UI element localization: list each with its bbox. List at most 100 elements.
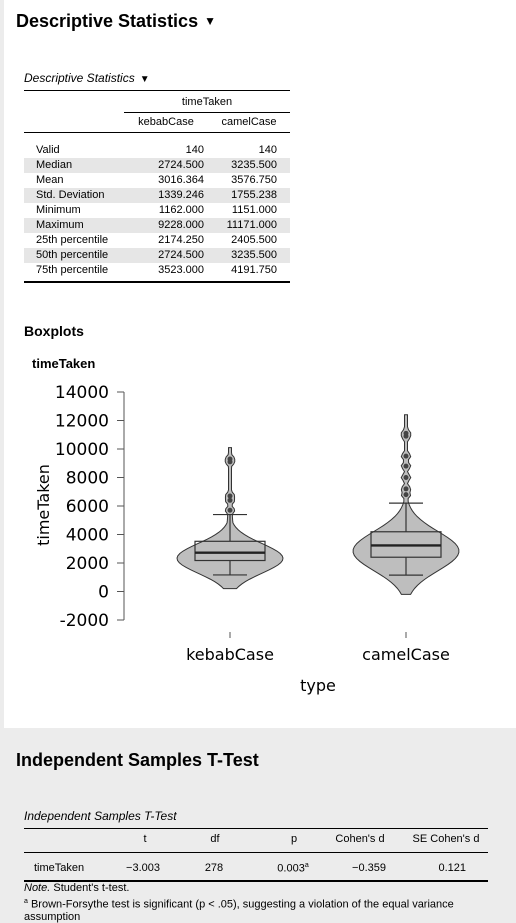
descriptives-title: Descriptive Statistics (16, 11, 199, 31)
table-row: 75th percentile 3523.000 4191.750 (24, 263, 290, 278)
ttest-col-cohens-d: Cohen's d (335, 833, 385, 845)
y-tick-label: 12000 (55, 412, 109, 432)
ttest-se-value: 0.121 (438, 862, 466, 874)
cell-value: 11171.000 (218, 218, 290, 233)
ttest-d-value: −0.359 (352, 862, 386, 874)
ttest-col-t: t (143, 833, 147, 845)
ttest-t-value: −3.003 (126, 862, 160, 874)
outlier-point (227, 493, 233, 499)
cell-value: 4191.750 (231, 264, 277, 276)
cell-value: 1151.000 (231, 204, 277, 216)
y-tick-label: 2000 (66, 554, 109, 574)
dropdown-triangle-icon[interactable]: ▼ (139, 74, 150, 85)
results-panel (4, 0, 516, 728)
footnote-marker: a (24, 898, 28, 905)
violin-group-camelCase (352, 414, 460, 595)
y-tick-label: 6000 (66, 497, 109, 517)
ttest-p-value: 0.003a (262, 862, 324, 875)
outlier-point (227, 456, 233, 462)
descriptives-heading[interactable]: Descriptive Statistics ▼ (16, 11, 216, 32)
plot-title: timeTaken (32, 356, 96, 371)
descriptives-table: Valid 140 140 Median 2724.500 3235.500 Mean 301… (24, 143, 290, 278)
outlier-point (403, 463, 409, 469)
row-label: Minimum (36, 204, 81, 216)
dropdown-triangle-icon[interactable]: ▼ (204, 14, 216, 28)
y-tick-label: 8000 (66, 469, 109, 489)
violin-group-kebabCase (176, 447, 284, 590)
table-row: Maximum 9228.000 11171.000 (24, 218, 290, 233)
row-label: Median (24, 158, 124, 173)
y-axis-label: timeTaken (34, 464, 53, 546)
ttest-footnote: a Brown-Forsythe test is significant (p … (24, 896, 494, 923)
cell-value: 2174.250 (158, 234, 204, 246)
ttest-col-se-cohens-d: SE Cohen's d (412, 833, 480, 845)
cell-value: 3235.500 (218, 158, 290, 173)
header-rule (24, 132, 290, 133)
ttest-header-row: t df p Cohen's d SE Cohen's d (24, 833, 488, 849)
ttest-col-df: df (210, 833, 220, 845)
cell-value: 2724.500 (124, 158, 218, 173)
cell-value: 3016.364 (158, 174, 204, 186)
row-label: Maximum (24, 218, 124, 233)
cell-value: 1339.246 (124, 188, 218, 203)
descriptives-table-caption[interactable]: Descriptive Statistics ▼ (24, 71, 150, 85)
table-bottom-rule (24, 281, 290, 283)
cell-value: 2724.500 (124, 248, 218, 263)
cell-value: 140 (185, 144, 204, 156)
ttest-data-row: timeTaken −3.003 278 0.003a −0.359 0.121 (24, 862, 488, 878)
column-header-kebab: kebabCase (138, 116, 194, 128)
outlier-point (227, 507, 233, 513)
y-tick-label: 10000 (55, 440, 109, 460)
row-label: Valid (36, 144, 60, 156)
ttest-note: Note. Student's t-test. (24, 882, 494, 894)
x-tick-label: camelCase (362, 645, 450, 664)
outlier-point (403, 486, 409, 492)
table-row: Mean 3016.364 3576.750 (24, 173, 290, 188)
cell-value: 140 (258, 144, 277, 156)
outlier-point (227, 497, 233, 503)
table-row: 50th percentile 2724.500 3235.500 (24, 248, 290, 263)
descriptives-caption-text: Descriptive Statistics (24, 71, 135, 85)
row-label: Std. Deviation (24, 188, 124, 203)
table-row: Valid 140 140 (24, 143, 290, 158)
table-top-rule (24, 90, 290, 91)
ttest-table-caption[interactable]: Independent Samples T-Test (24, 809, 177, 823)
group-header-rule (124, 112, 290, 113)
x-axis-label: type (300, 676, 336, 695)
table-row: Minimum 1162.000 1151.000 (24, 203, 290, 218)
cell-value: 3235.500 (218, 248, 290, 263)
cell-value: 9228.000 (124, 218, 218, 233)
x-axis: kebabCase camelCase (186, 632, 450, 664)
footnote-text: Brown-Forsythe test is significant (p < … (24, 898, 454, 923)
outlier-point (403, 492, 409, 498)
note-text: Student's t-test. (50, 882, 130, 894)
x-tick-label: kebabCase (186, 645, 274, 664)
y-tick-label: 4000 (66, 526, 109, 546)
y-tick-label: 0 (98, 583, 109, 603)
row-label: Mean (36, 174, 64, 186)
cell-value: 3523.000 (158, 264, 204, 276)
table-row: Std. Deviation 1339.246 1755.238 (24, 188, 290, 203)
ttest-bottom-rule (24, 880, 488, 882)
ttest-top-rule (24, 828, 488, 829)
table-row: Median 2724.500 3235.500 (24, 158, 290, 173)
cell-value: 3576.750 (231, 174, 277, 186)
y-tick-label: -2000 (60, 611, 109, 631)
row-label: 25th percentile (36, 234, 109, 246)
ttest-title[interactable]: Independent Samples T-Test (16, 750, 259, 770)
outlier-point (403, 475, 409, 480)
boxplots-title: Boxplots (24, 323, 84, 339)
y-axis: 14000 12000 10000 8000 6000 4000 2000 0 -2000 (55, 383, 125, 631)
note-label: Note. (24, 882, 51, 894)
cell-value: 1755.238 (218, 188, 290, 203)
p-number: 0.003 (277, 862, 305, 875)
violin-plot: 14000 12000 10000 8000 6000 4000 2000 0 -2000 ti… (34, 383, 460, 695)
table-row: 25th percentile 2174.250 2405.500 (24, 233, 290, 248)
group-header: timeTaken (181, 96, 233, 108)
column-header-camel: camelCase (221, 116, 277, 128)
ttest-df-value: 278 (204, 862, 224, 874)
cell-value: 1162.000 (158, 204, 204, 216)
cell-value: 2405.500 (231, 234, 277, 246)
iqr-box (194, 540, 266, 562)
row-label: 75th percentile (36, 264, 109, 276)
